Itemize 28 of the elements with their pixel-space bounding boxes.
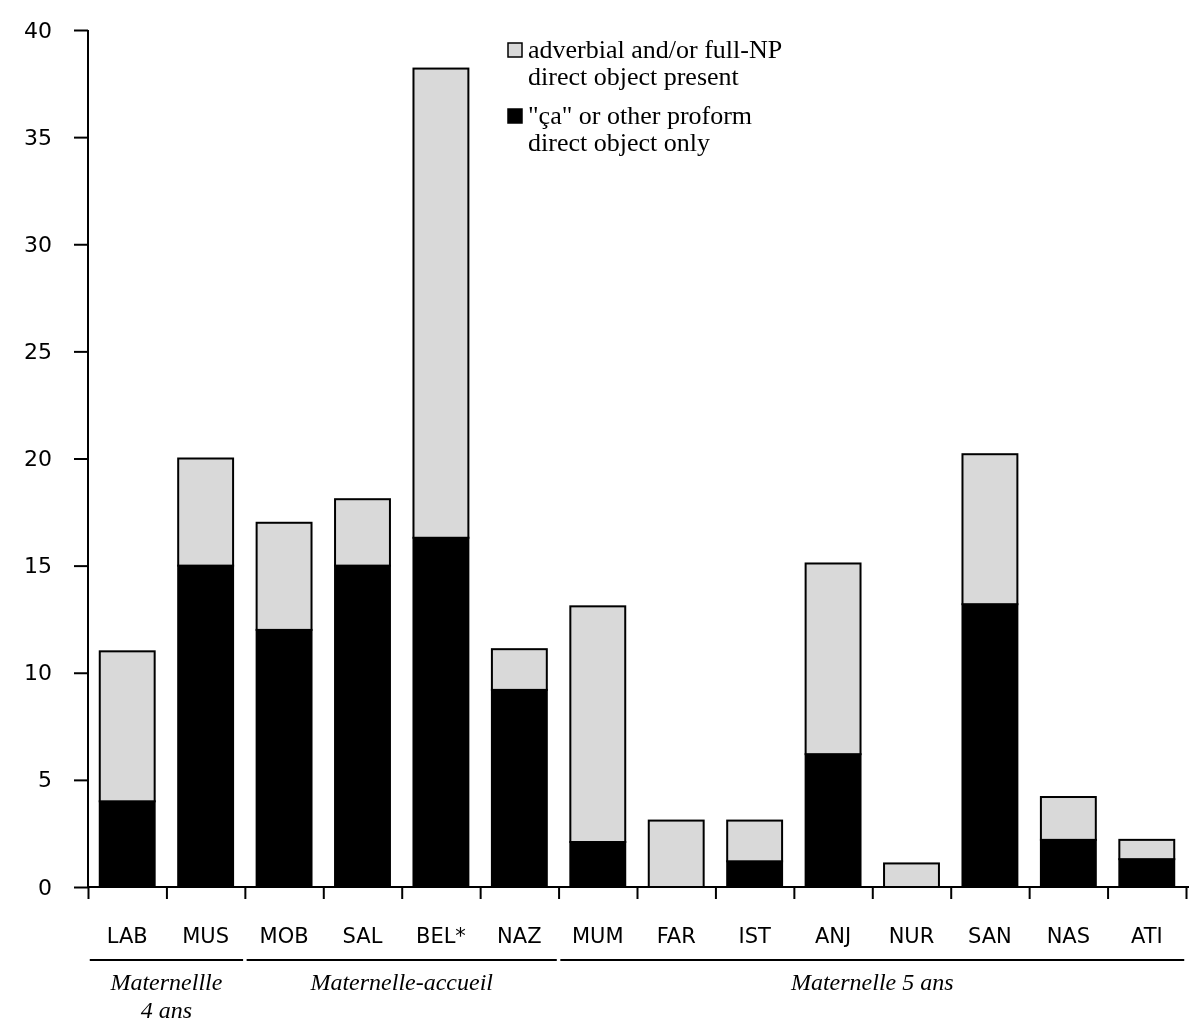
text: Maternelle-accueil — [309, 969, 494, 995]
x-tick-label: ANJ — [814, 924, 852, 948]
x-tick-label: ATI — [1130, 924, 1163, 948]
y-tick-label: 0 — [38, 874, 52, 900]
x-tick-label: MUM — [571, 924, 624, 948]
x-tick-label: MOB — [259, 924, 309, 948]
x-tick-label: SAN — [968, 924, 1012, 948]
legend-label: adverbial and/or full-NP direct object present — [528, 35, 783, 91]
y-tick-label: 5 — [38, 767, 52, 793]
x-tick-label: SAL — [342, 924, 383, 948]
x-tick-label: NAZ — [497, 924, 542, 948]
y-tick-label: 10 — [24, 660, 52, 686]
y-tick-label: 20 — [24, 446, 52, 472]
x-tick-label: NAS — [1046, 924, 1091, 948]
y-tick-label: 40 — [24, 17, 52, 43]
x-tick-label: FAR — [656, 924, 696, 948]
x-tick-label: NUR — [888, 924, 935, 948]
legend-label: "ça" or other proform direct object only — [528, 101, 753, 157]
text: Maternellle 4 ans — [109, 969, 223, 1023]
text: Maternelle 5 ans — [789, 969, 954, 995]
x-tick-label: BEL* — [415, 924, 466, 948]
x-tick-label: IST — [738, 924, 771, 948]
x-tick-label: MUS — [182, 924, 230, 948]
y-tick-label: 35 — [24, 124, 52, 150]
y-tick-label: 25 — [24, 338, 52, 364]
y-tick-label: 15 — [24, 553, 52, 579]
y-tick-label: 30 — [24, 231, 52, 257]
x-tick-label: LAB — [106, 924, 148, 948]
